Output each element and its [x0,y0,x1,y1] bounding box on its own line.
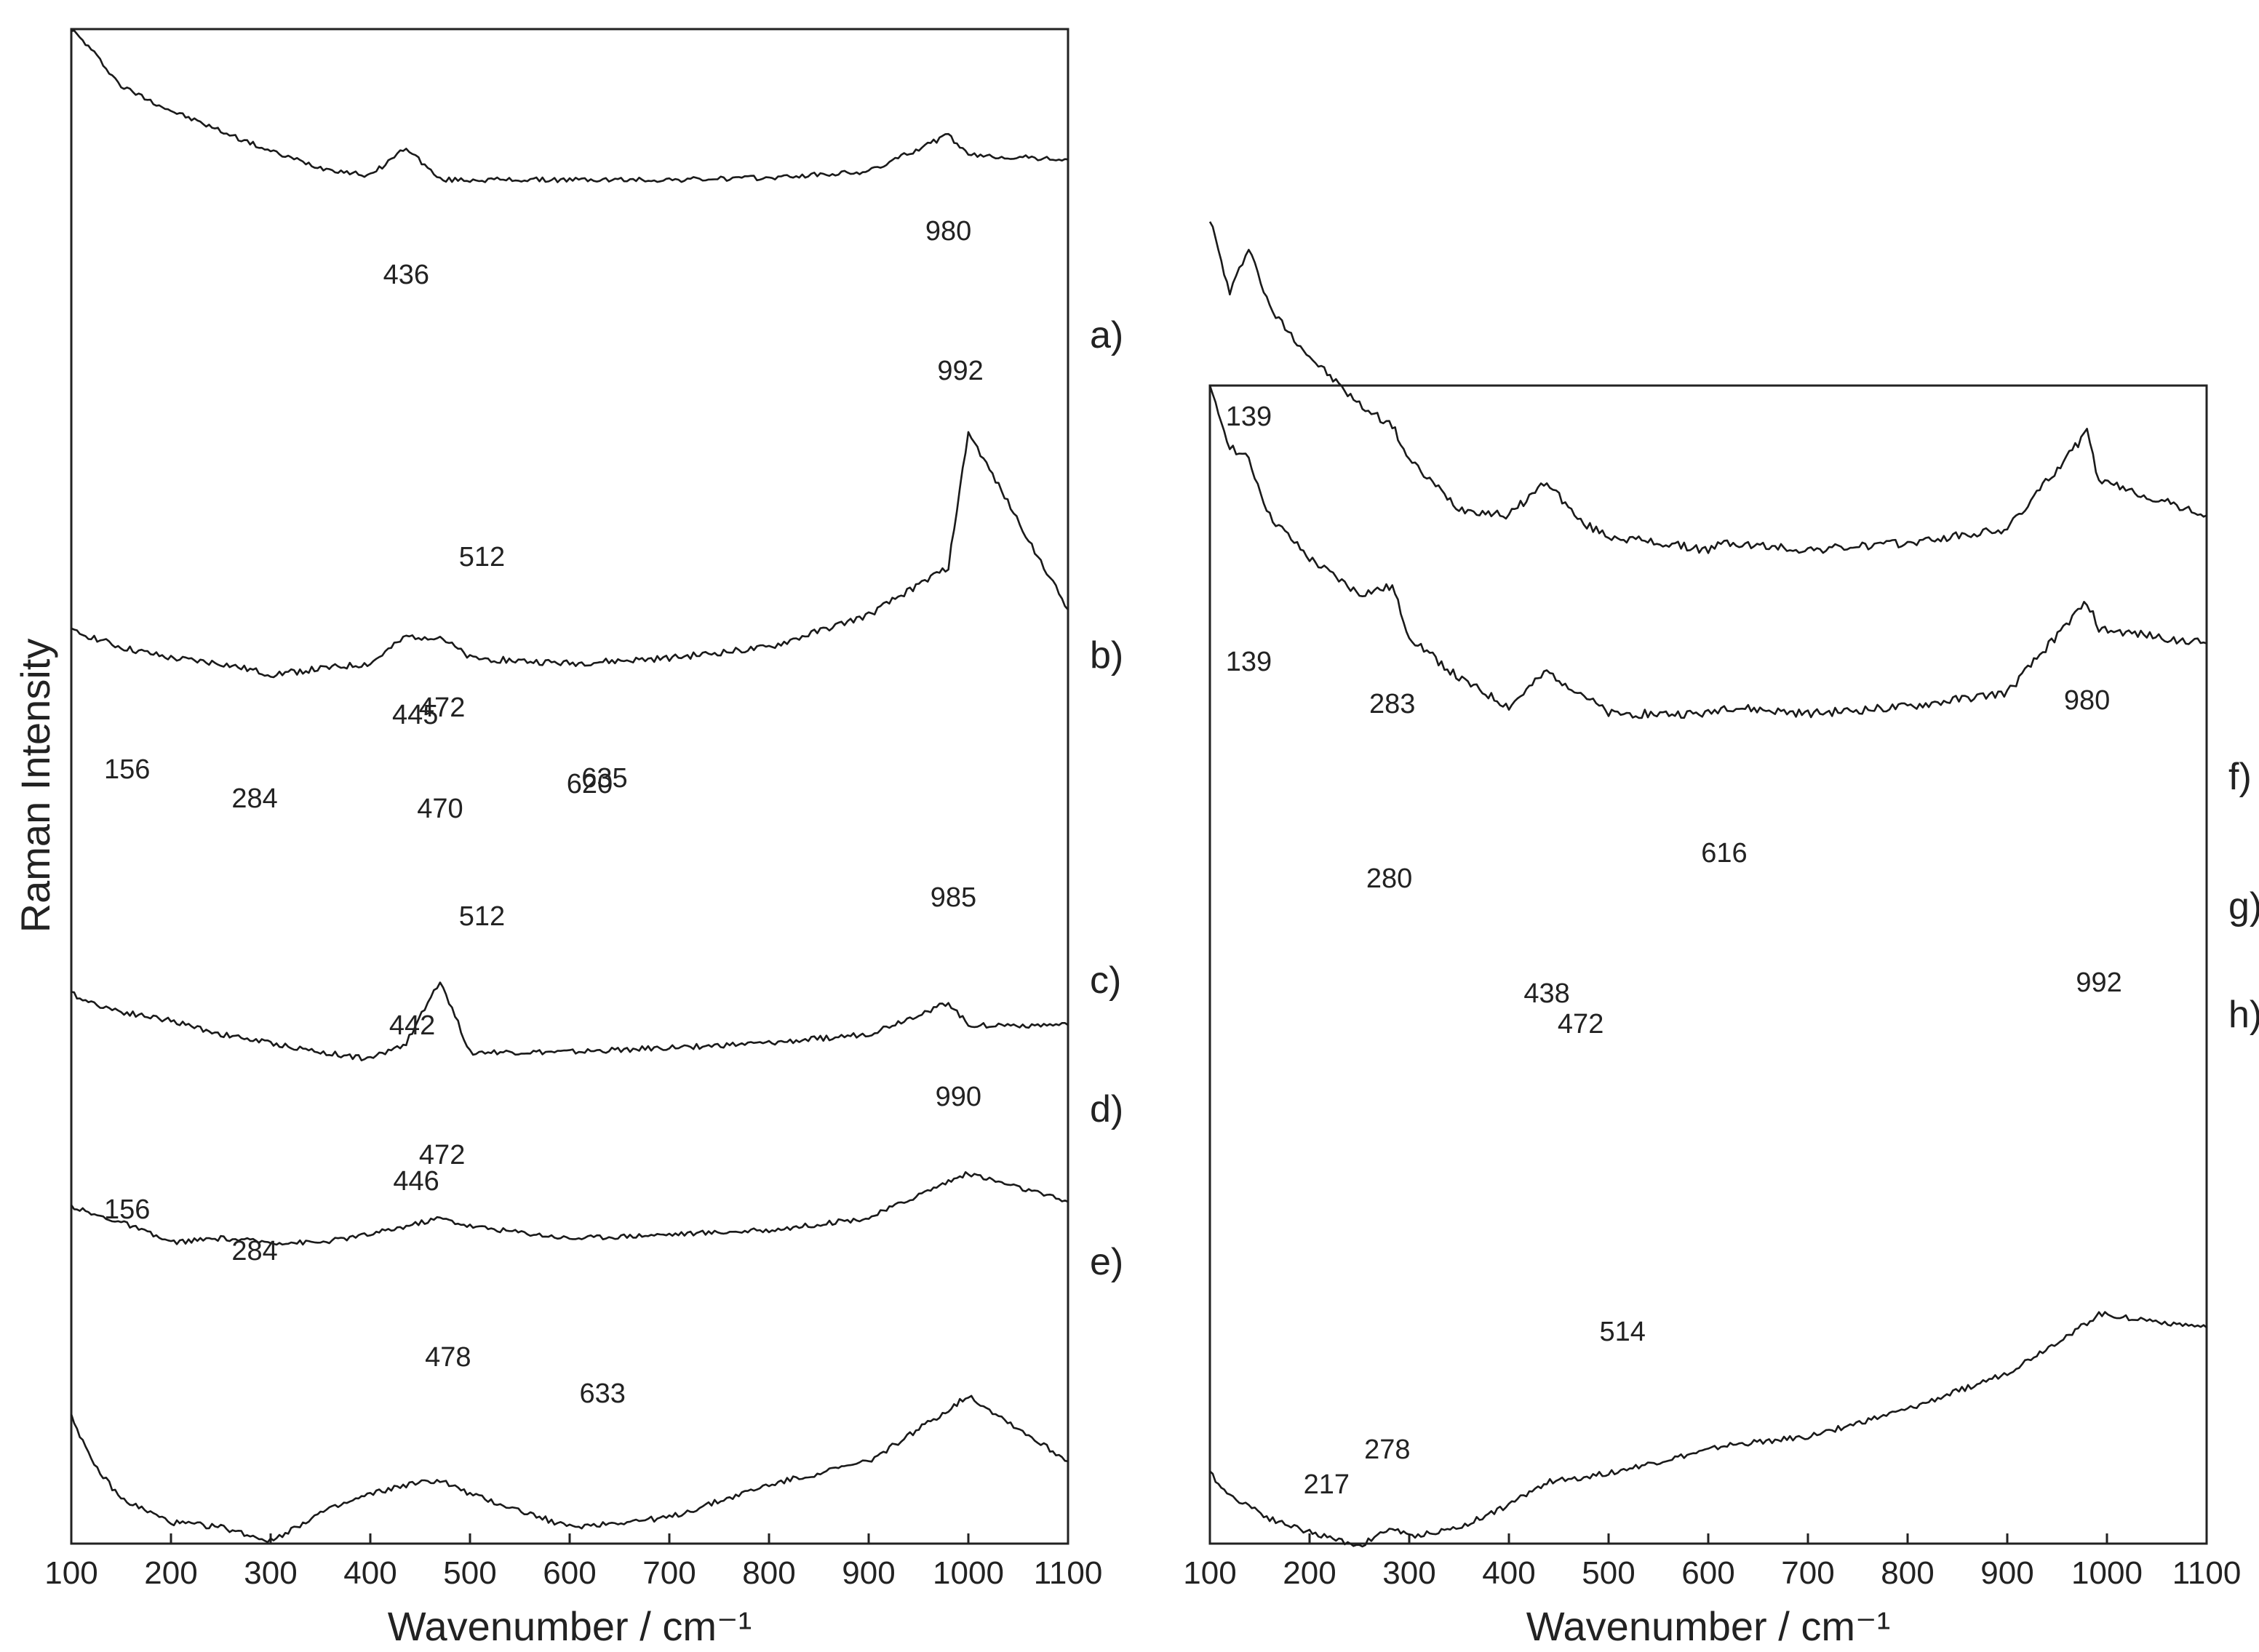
right-tick-label-100: 100 [1183,1555,1236,1591]
left-tick-label-600: 600 [543,1555,596,1591]
left-tick-label-200: 200 [144,1555,197,1591]
peak-label-b-635: 635 [581,763,627,794]
curve-label-f: f) [2228,756,2252,798]
peak-label-h-278: 278 [1364,1434,1410,1465]
right-tick-label-900: 900 [1980,1555,2033,1591]
peak-label-b-512: 512 [459,542,505,572]
right-tick-label-1000: 1000 [2071,1555,2143,1591]
peak-label-e-990: 990 [936,1082,981,1112]
left-spectrum-e [70,1394,1069,1544]
left-tick-label-700: 700 [642,1555,696,1591]
left-tick-label-1000: 1000 [933,1555,1004,1591]
right-tick-label-1100: 1100 [2172,1555,2242,1591]
peak-label-h-514: 514 [1599,1317,1645,1347]
peak-label-b-284: 284 [231,783,277,814]
right-tick-label-200: 200 [1283,1555,1336,1591]
peak-label-b-445: 445 [392,700,438,730]
peak-label-c-442: 442 [389,1010,435,1041]
peak-label-f-283: 283 [1369,689,1415,719]
curve-label-a: a) [1090,314,1123,356]
peak-label-g-280: 280 [1366,863,1412,894]
right-tick-label-700: 700 [1781,1555,1834,1591]
peak-label-f-616: 616 [1701,838,1747,869]
curve-label-d: d) [1090,1088,1123,1130]
peak-label-d-446: 446 [393,1166,439,1197]
peak-label-a-436: 436 [383,260,429,290]
peak-label-f-980: 980 [2064,685,2110,716]
right-x-axis-title: Wavenumber / cm⁻¹ [1526,1603,1890,1649]
left-tick-label-1100: 1100 [1034,1555,1103,1591]
peak-label-g-139: 139 [1226,647,1272,677]
right-tick-label-500: 500 [1582,1555,1635,1591]
peak-label-a-980: 980 [925,216,971,247]
curve-label-e: e) [1090,1241,1123,1283]
peak-label-d-472: 472 [419,1140,465,1170]
left-spectrum-c [71,981,1069,1061]
left-tick-label-100: 100 [44,1555,97,1591]
right-panel: 100 200 300 400 500 600 700 800 900 1000 1100 f) 13… [1183,221,2259,1649]
peak-label-g-472: 472 [1558,1009,1603,1040]
peak-label-b-156: 156 [104,754,150,785]
peak-label-b-992: 992 [937,356,983,386]
right-spectrum-g [1208,385,2207,719]
peak-label-c-470: 470 [417,794,463,824]
left-series-group: a)436980b)156284445472512620635992c)4424… [70,29,1123,1544]
left-tick-label-800: 800 [742,1555,795,1591]
peak-label-h-992: 992 [2076,967,2121,998]
peak-label-c-985: 985 [931,882,976,913]
curve-label-c: c) [1090,959,1121,1002]
peak-label-g-438: 438 [1523,978,1569,1009]
peak-label-f-139: 139 [1226,402,1272,432]
right-plot-frame [1208,384,2208,1545]
curve-label-b: b) [1090,634,1123,677]
peak-label-e-478: 478 [425,1342,471,1373]
left-panel: 100 200 300 400 500 600 700 800 900 1000 1100 a) 43… [12,28,1123,1649]
right-spectrum-f [1208,221,2207,554]
left-tick-label-900: 900 [842,1555,895,1591]
peak-label-b-620: 620 [567,769,613,799]
left-spectrum-a [71,29,1069,183]
left-spectrum-b [71,431,1069,679]
right-tick-label-600: 600 [1681,1555,1734,1591]
right-tick-label-400: 400 [1482,1555,1535,1591]
left-tick-label-300: 300 [244,1555,297,1591]
peak-label-h-217: 217 [1304,1469,1350,1500]
peak-label-d-512: 512 [459,901,505,932]
peak-label-d-284: 284 [231,1236,277,1266]
right-spectrum-h [1209,1311,2207,1548]
left-tick-label-500: 500 [443,1555,496,1591]
curve-label-h: h) [2228,994,2259,1036]
left-x-axis-title: Wavenumber / cm⁻¹ [388,1603,752,1649]
curve-label-g: g) [2228,885,2259,927]
peak-label-d-156: 156 [104,1194,150,1225]
right-x-ticks: 100 200 300 400 500 600 700 800 900 1000 1100 [1183,1533,2241,1591]
right-tick-label-300: 300 [1382,1555,1435,1591]
left-x-ticks: 100 200 300 400 500 600 700 800 900 1000 1100 [44,1533,1102,1591]
peak-label-b-472: 472 [419,693,465,723]
left-y-axis-title: Raman Intensity [12,639,58,933]
left-tick-label-400: 400 [343,1555,397,1591]
left-spectrum-d [70,1171,1069,1246]
peak-label-e-633: 633 [580,1378,626,1409]
right-tick-label-800: 800 [1881,1555,1934,1591]
